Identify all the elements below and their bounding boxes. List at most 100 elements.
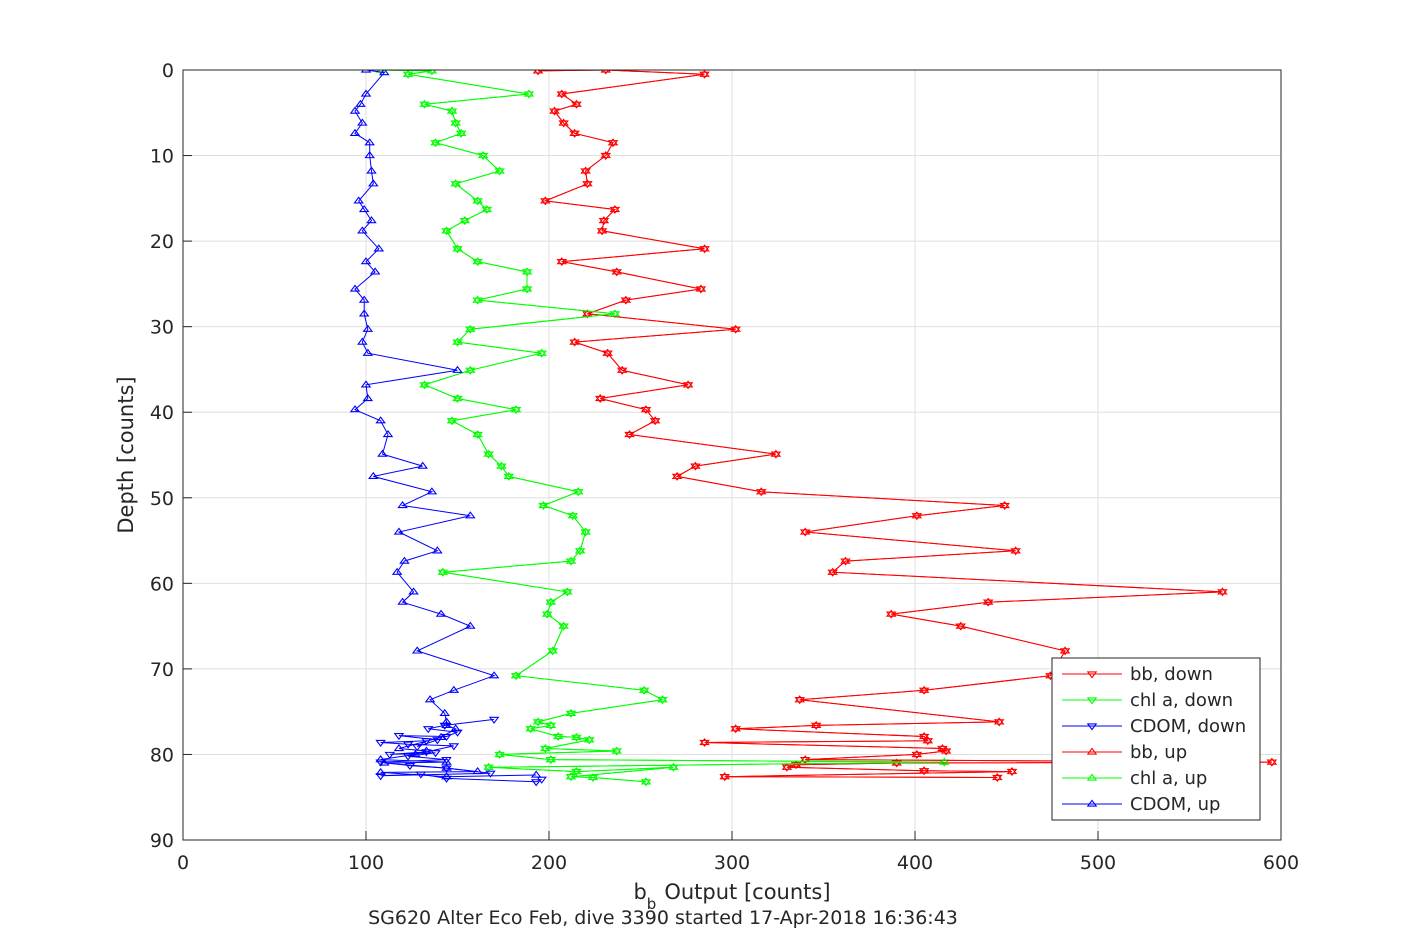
data-point [441, 756, 452, 765]
y-axis-ticks: 0 10 20 30 40 50 60 70 80 90 [150, 60, 192, 852]
data-point [565, 772, 577, 780]
data-point [360, 89, 372, 97]
legend-swatch-marker [1086, 671, 1098, 679]
y-tick-label: 0 [162, 60, 174, 82]
data-point [607, 138, 619, 146]
data-point [699, 739, 710, 747]
data-point [391, 567, 403, 575]
data-point [624, 429, 635, 438]
data-point [404, 762, 416, 771]
data-point [582, 179, 593, 187]
data-point [918, 766, 930, 774]
data-point [545, 597, 557, 605]
x-tick-label: 300 [714, 852, 750, 874]
data-point [483, 764, 494, 772]
data-point [571, 767, 582, 775]
data-point [602, 350, 613, 358]
data-point [503, 471, 515, 480]
data-point [382, 429, 394, 438]
data-point [452, 244, 463, 252]
data-point [494, 166, 505, 174]
data-point [411, 744, 423, 752]
legend-swatch-marker [1086, 723, 1098, 731]
series-line-bb-up [537, 70, 1272, 778]
data-point [366, 166, 377, 174]
y-tick-label: 80 [150, 744, 174, 766]
data-point [450, 181, 461, 189]
data-point [598, 216, 610, 224]
data-point [600, 151, 612, 159]
data-point [450, 724, 461, 732]
data-point [375, 739, 386, 747]
data-point [565, 556, 577, 564]
data-point [600, 152, 612, 161]
data-point [992, 773, 1003, 781]
data-point [421, 746, 432, 754]
data-point [523, 89, 535, 97]
data-point [827, 569, 838, 577]
data-point [583, 735, 595, 743]
data-point [668, 762, 679, 770]
data-point [368, 471, 379, 480]
data-point [582, 311, 593, 319]
data-point [362, 324, 374, 332]
data-point [437, 567, 449, 575]
data-point [485, 770, 496, 778]
data-point [540, 745, 551, 753]
data-point [488, 671, 500, 679]
data-point [530, 779, 542, 787]
data-point [441, 720, 452, 728]
data-point [439, 708, 450, 717]
data-point [472, 429, 483, 438]
data-point [360, 380, 372, 388]
data-point [393, 527, 405, 535]
legend-label: chl a, down [1130, 690, 1233, 711]
data-point [384, 751, 396, 759]
data-point [496, 461, 507, 469]
data-point [580, 166, 591, 174]
data-point [541, 611, 553, 619]
data-point [640, 779, 652, 787]
data-point [369, 267, 381, 275]
data-point [569, 337, 580, 345]
data-point [441, 717, 452, 725]
data-point [417, 461, 429, 469]
data-point [562, 587, 573, 595]
data-point [730, 324, 741, 332]
data-point [408, 587, 419, 595]
data-point [794, 695, 806, 703]
data-point [657, 695, 668, 703]
data-point [379, 758, 390, 766]
data-point [430, 750, 441, 758]
data-point [452, 729, 463, 737]
x-tick-label: 600 [1263, 852, 1299, 874]
data-point [366, 216, 377, 224]
data-point [640, 407, 652, 415]
data-point [580, 527, 591, 535]
data-point [494, 751, 505, 759]
series-line-chl-a-up [380, 70, 945, 783]
data-point [918, 687, 930, 695]
legend-item-cdom-down: CDOM, down [1062, 716, 1246, 737]
data-point [755, 489, 767, 497]
legend: bb, down chl a, down CDOM, down bb, up chl a… [1051, 657, 1261, 821]
data-point [545, 755, 557, 763]
data-point [640, 405, 652, 413]
data-point [587, 774, 599, 783]
data-point [649, 416, 661, 424]
data-point [349, 284, 361, 292]
data-point [565, 708, 577, 717]
data-point [393, 743, 405, 752]
data-point [426, 487, 438, 495]
data-point [547, 648, 558, 656]
data-point [465, 326, 476, 334]
data-point [699, 737, 710, 746]
data-point [377, 449, 388, 457]
legend-item-cdom-up: CDOM, up [1062, 794, 1220, 815]
data-point [781, 764, 793, 772]
data-point [411, 646, 423, 654]
data-point [640, 777, 652, 785]
data-point [616, 365, 628, 373]
data-point [638, 685, 650, 693]
